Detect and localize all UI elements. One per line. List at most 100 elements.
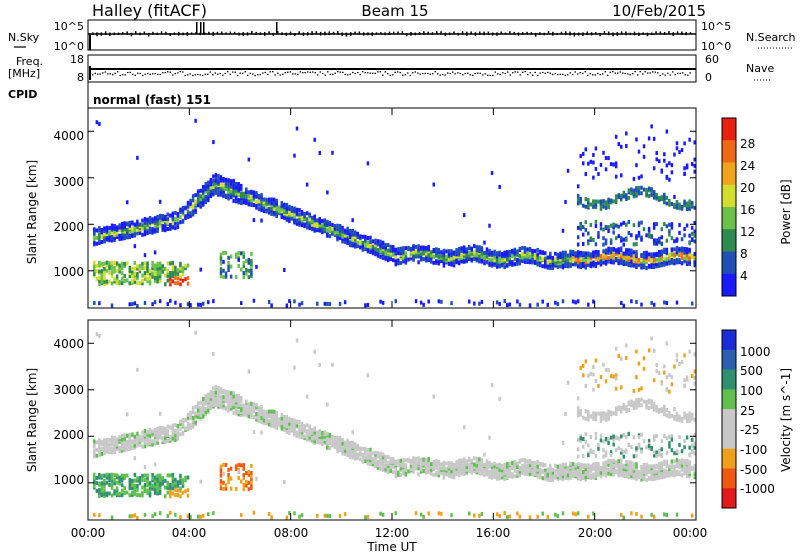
power-cell	[103, 234, 106, 239]
power-cell	[328, 220, 332, 225]
power-cell	[604, 248, 608, 253]
velocity-cell	[219, 479, 223, 484]
power-cell	[95, 235, 99, 240]
velocity-cell	[587, 373, 590, 378]
power-cell	[207, 183, 210, 188]
velocity-cell	[191, 410, 195, 415]
power-cell	[587, 241, 590, 246]
velocity-cell	[252, 404, 256, 409]
power-cell	[386, 258, 390, 263]
velocity-cell	[247, 480, 251, 485]
velocity-cell	[272, 424, 276, 429]
power-cell	[105, 228, 109, 233]
velocity-cell	[670, 459, 674, 464]
power-cell	[105, 232, 109, 237]
power-cell	[199, 194, 202, 199]
power-cell	[351, 232, 354, 237]
nsky-point	[423, 31, 425, 36]
power-cell	[252, 192, 256, 197]
velocity-cell	[260, 405, 263, 410]
velocity-cell	[331, 443, 334, 448]
velocity-cell	[447, 473, 451, 478]
power-cell	[541, 299, 544, 304]
nave-point	[132, 73, 134, 75]
nsky-point	[307, 32, 309, 36]
velocity-cell	[376, 451, 380, 456]
velocity-cell	[556, 471, 560, 476]
velocity-cell	[576, 464, 580, 469]
velocity-cell	[310, 434, 314, 439]
power-cell	[407, 245, 410, 250]
velocity-cell	[485, 472, 489, 477]
velocity-cell	[584, 467, 588, 472]
velocity-cell	[652, 437, 656, 442]
velocity-cell	[647, 438, 651, 443]
power-cell	[338, 301, 342, 306]
velocity-cell	[432, 466, 436, 471]
power-cell	[650, 124, 653, 129]
power-cell	[381, 240, 385, 245]
velocity-cell	[554, 475, 557, 480]
velocity-cell	[321, 442, 324, 447]
power-cell	[161, 269, 164, 274]
velocity-cell	[242, 487, 246, 492]
power-cell	[141, 218, 144, 223]
power-cell	[328, 234, 332, 239]
power-cell	[635, 186, 638, 191]
velocity-cell	[298, 429, 301, 434]
nave-point	[444, 74, 446, 76]
power-cell	[123, 221, 126, 226]
power-cell	[614, 134, 618, 139]
velocity-cell	[394, 465, 398, 470]
power-cell	[298, 208, 301, 213]
power-cell	[191, 203, 195, 208]
power-cell	[685, 249, 689, 254]
power-cell	[468, 299, 471, 304]
velocity-cell	[609, 450, 613, 455]
velocity-cell	[255, 476, 258, 481]
velocity-cell	[247, 406, 251, 411]
velocity-cell	[402, 467, 405, 472]
nave-point	[514, 71, 516, 73]
power-cell	[156, 261, 159, 266]
velocity-cell	[559, 476, 562, 481]
velocity-cell	[234, 486, 238, 491]
power-cell	[260, 193, 263, 198]
power-cell	[485, 249, 489, 254]
velocity-cell	[207, 399, 210, 404]
velocity-cell	[247, 469, 251, 474]
power-cell	[620, 252, 623, 257]
power-cell	[93, 240, 96, 245]
nsky-point	[169, 32, 171, 36]
power-cell	[265, 208, 268, 213]
power-cell	[100, 261, 104, 266]
power-cell	[652, 225, 656, 230]
velocity-cell	[204, 394, 208, 399]
velocity-cell	[574, 468, 577, 473]
power-cell	[660, 169, 664, 174]
velocity-cell	[219, 387, 223, 392]
power-cell	[161, 226, 164, 231]
power-cell	[688, 206, 691, 211]
velocity-cell	[665, 407, 669, 412]
power-cell	[103, 279, 106, 284]
power-cell	[113, 236, 116, 241]
velocity-cell	[414, 456, 418, 461]
velocity-cell	[483, 462, 486, 467]
velocity-cell	[250, 463, 253, 468]
velocity-cell	[153, 433, 157, 438]
velocity-cell	[148, 491, 152, 496]
power-cell	[652, 222, 656, 227]
power-cell	[316, 228, 319, 233]
power-cell	[685, 247, 689, 252]
velocity-cell	[663, 474, 666, 479]
velocity-cell	[174, 487, 177, 492]
power-cell	[184, 277, 187, 282]
velocity-cell	[161, 426, 164, 431]
velocity-cell	[495, 512, 499, 517]
velocity-cell	[445, 466, 448, 471]
velocity-cell	[673, 451, 676, 456]
nsky-panel: N.Sky 10^5 10^0 10^5 10^0 N.Search	[8, 19, 796, 53]
power-cell	[366, 235, 370, 240]
velocity-cell	[386, 463, 390, 468]
